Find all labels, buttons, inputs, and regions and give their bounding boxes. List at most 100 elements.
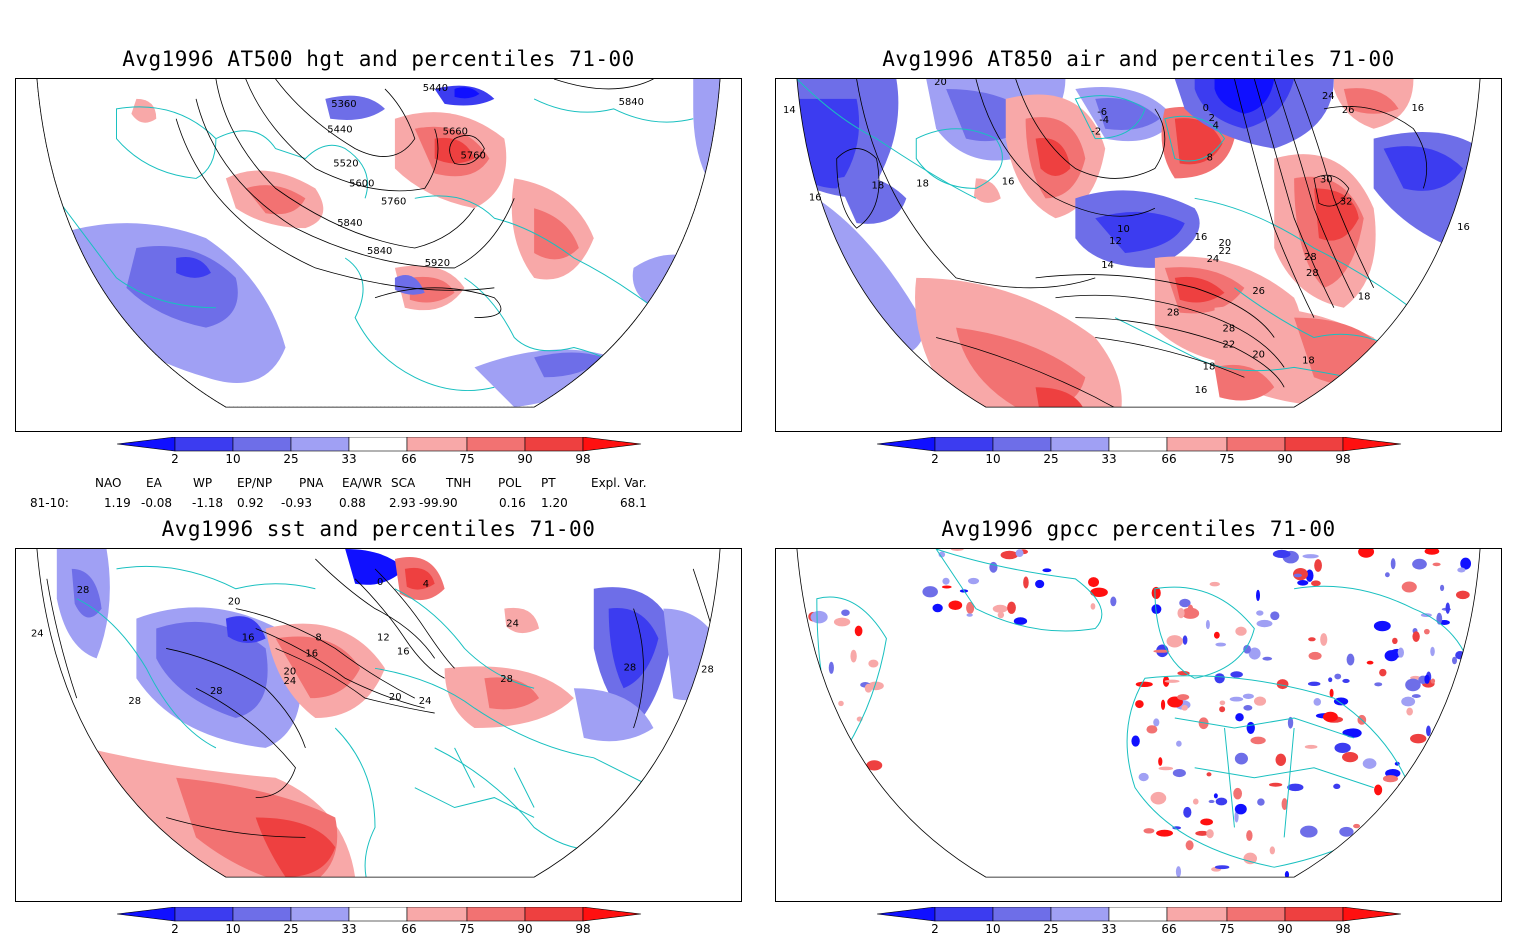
precip-patch	[1367, 871, 1373, 878]
precip-patch	[1307, 681, 1321, 687]
precip-patch	[1412, 631, 1420, 642]
precip-patch	[1414, 834, 1432, 840]
colorbar-swatch	[1108, 907, 1168, 922]
contour-label: 20	[389, 692, 402, 703]
colorbar-label: 10	[225, 452, 241, 466]
precip-patch	[1179, 598, 1191, 608]
precip-patch	[1339, 826, 1354, 837]
precip-patch	[1229, 696, 1244, 702]
contour-label: 5760	[461, 151, 486, 162]
precip-patch	[1287, 716, 1294, 729]
contour-label: 22	[1219, 246, 1232, 257]
precip-patch	[1243, 852, 1258, 865]
colorbar-swatch	[466, 907, 526, 922]
precip-patch	[1379, 668, 1387, 677]
colorbar-swatch	[406, 907, 468, 922]
contour-label: 28	[1306, 268, 1319, 279]
colorbar-label: 75	[1219, 452, 1235, 466]
colorbar-label: 98	[1335, 452, 1351, 466]
colorbar-swatch	[117, 907, 176, 922]
precip-patch	[1233, 787, 1243, 800]
precip-patch	[1268, 782, 1283, 787]
precip-patch	[1311, 580, 1321, 587]
precip-patch	[1333, 783, 1341, 790]
precip-patch	[1177, 671, 1190, 676]
precip-patch	[1382, 775, 1399, 783]
colorbar-swatch	[1050, 437, 1110, 452]
colorbar-swatch	[290, 437, 350, 452]
index-header: TNH	[446, 476, 472, 490]
precip-patch	[1391, 807, 1406, 820]
map-sst: 28 24 28 20 16 28 8 12 16 20 24 0 4 16 2…	[31, 549, 721, 878]
precip-patch	[1457, 567, 1466, 573]
precip-patch	[1284, 870, 1290, 878]
precip-patch	[1334, 673, 1342, 680]
precip-patch	[1300, 825, 1318, 838]
precip-patch	[1182, 635, 1188, 645]
precip-patch	[1384, 572, 1390, 578]
contour-label: 24	[284, 676, 297, 687]
precip-patch	[1353, 823, 1361, 829]
precip-patch	[1090, 587, 1108, 598]
colorbar-label: 98	[575, 452, 591, 466]
precip-patch	[1384, 650, 1399, 662]
index-header: PNA	[299, 476, 324, 490]
precip-patch	[1342, 678, 1350, 684]
precip-patch	[932, 603, 943, 613]
contour-label: 24	[506, 619, 519, 630]
contour-label: 24	[1207, 254, 1220, 265]
precip-patch	[1013, 617, 1028, 625]
colorbar-label: 90	[517, 922, 533, 936]
precip-patch	[1426, 725, 1431, 737]
contour-label: 28	[1167, 308, 1180, 319]
colorbar-swatch	[406, 437, 468, 452]
contour-label: 8	[315, 632, 321, 643]
precip-patch	[1346, 653, 1355, 666]
precip-patch	[966, 601, 975, 614]
colorbar-swatch	[1342, 907, 1402, 922]
precip-patch	[841, 609, 850, 617]
precip-patch	[1270, 611, 1280, 621]
contour-label: 5840	[337, 218, 362, 229]
contour-label: 16	[1457, 222, 1470, 233]
precip-patch	[1390, 836, 1400, 848]
contour-label: 8	[1207, 153, 1213, 164]
colorbar-label: 66	[401, 922, 417, 936]
precip-patch	[827, 721, 842, 728]
precip-patch	[1183, 806, 1192, 818]
colorbar-swatch	[1226, 907, 1286, 922]
precip-patch	[922, 586, 938, 598]
contour-label: 5600	[349, 178, 374, 189]
colorbar-label: 2	[171, 922, 179, 936]
precip-patch	[801, 665, 814, 674]
precip-patch	[1366, 660, 1374, 665]
precip-patch	[1275, 753, 1287, 766]
index-header: WP	[193, 476, 213, 490]
index-header: Expl. Var.	[591, 476, 647, 490]
precip-patch	[1452, 656, 1457, 665]
precip-patch	[1000, 550, 1019, 560]
precip-patch	[1411, 694, 1421, 698]
precip-patch	[966, 613, 973, 617]
precip-patch	[1088, 577, 1100, 588]
colorbar-swatch	[992, 437, 1052, 452]
precip-patch	[1181, 704, 1188, 711]
contour-label: 28	[1304, 252, 1317, 263]
precip-patch	[1175, 866, 1182, 878]
precip-patch	[1276, 679, 1289, 690]
contour-label: 18	[1358, 292, 1371, 303]
colorbar-label: 98	[575, 922, 591, 936]
precip-patch	[864, 683, 873, 693]
precip-patch	[1135, 700, 1144, 709]
index-header: EA	[146, 476, 162, 490]
precip-patch	[1215, 642, 1227, 647]
contour-label: 28	[77, 585, 90, 596]
precip-patch	[1330, 858, 1336, 864]
contour-label: 28	[128, 696, 141, 707]
colorbar-swatch	[1050, 907, 1110, 922]
precip-patch	[1234, 752, 1248, 765]
precip-patch	[850, 649, 857, 663]
precip-patch	[1302, 554, 1319, 559]
precip-patch	[1242, 693, 1254, 699]
index-value: -1.18	[192, 496, 224, 510]
